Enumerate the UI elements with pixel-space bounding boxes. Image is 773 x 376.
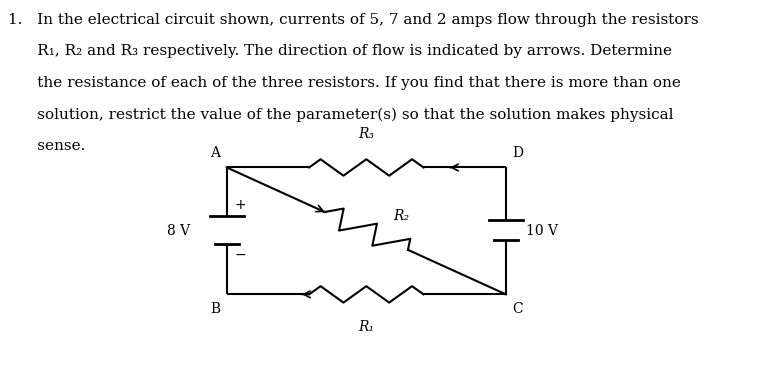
Text: +: + xyxy=(235,198,247,212)
Text: −: − xyxy=(235,248,247,262)
Text: sense.: sense. xyxy=(8,139,86,153)
Text: A: A xyxy=(210,146,220,160)
Text: C: C xyxy=(512,302,523,316)
Text: R₂: R₂ xyxy=(393,209,410,223)
Text: R₁, R₂ and R₃ respectively. The direction of flow is indicated by arrows. Determ: R₁, R₂ and R₃ respectively. The directio… xyxy=(8,44,672,58)
Text: solution, restrict the value of the parameter(s) so that the solution makes phys: solution, restrict the value of the para… xyxy=(8,108,673,122)
Text: R₁: R₁ xyxy=(358,320,374,335)
Text: R₃: R₃ xyxy=(358,127,374,141)
Text: D: D xyxy=(512,146,523,160)
Text: 10 V: 10 V xyxy=(526,224,558,238)
Text: B: B xyxy=(210,302,220,316)
Text: 8 V: 8 V xyxy=(167,224,189,238)
Text: 1.   In the electrical circuit shown, currents of 5, 7 and 2 amps flow through t: 1. In the electrical circuit shown, curr… xyxy=(8,12,699,27)
Text: the resistance of each of the three resistors. If you find that there is more th: the resistance of each of the three resi… xyxy=(8,76,681,90)
